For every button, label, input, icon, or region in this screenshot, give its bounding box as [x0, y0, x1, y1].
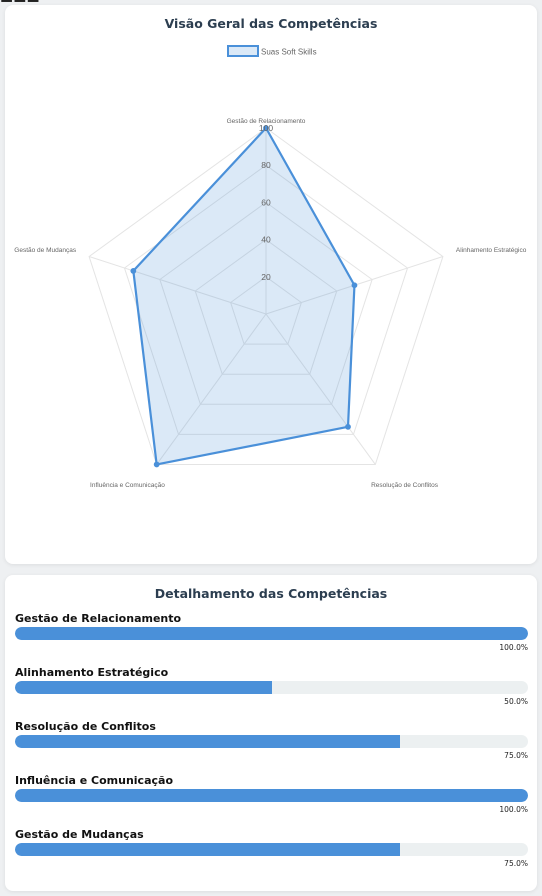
grid-ring — [123, 164, 409, 435]
skill-name: Influência e Comunicação — [15, 774, 174, 787]
skill-percent: 50.0% — [504, 697, 528, 706]
data-point — [351, 282, 358, 289]
legend-label: Suas Soft Skills — [261, 48, 317, 57]
grid-ring — [88, 127, 444, 465]
grid-ring — [230, 276, 302, 345]
axis-label: Influência e Comunicação — [90, 482, 165, 489]
skill-bar-item: Alinhamento Estratégico 50.0% — [15, 665, 528, 706]
progress-track — [15, 789, 528, 802]
progress-track — [15, 627, 528, 640]
grid-spoke — [265, 313, 376, 465]
axis-label: Gestão de Relacionamento — [227, 118, 306, 125]
skill-name: Resolução de Conflitos — [15, 720, 156, 733]
axis-label: Resolução de Conflitos — [371, 482, 439, 489]
skill-bar-item: Gestão de Relacionamento 100.0% — [15, 611, 528, 652]
data-point — [345, 423, 351, 430]
grid-spoke — [156, 313, 267, 465]
data-point — [153, 461, 160, 468]
skill-name: Gestão de Relacionamento — [15, 612, 182, 625]
progress-fill — [15, 627, 528, 640]
progress-track — [15, 735, 528, 748]
axis-label: Alinhamento Estratégico — [456, 247, 527, 254]
progress-fill — [15, 735, 400, 748]
skill-bar-item: Gestão de Mudanças 75.0% — [15, 827, 528, 868]
series-area — [132, 126, 356, 466]
progress-fill — [15, 681, 272, 694]
grid-spoke — [88, 256, 267, 315]
progress-fill — [15, 789, 528, 802]
radar-card-title: Visão Geral das Competências — [164, 16, 378, 31]
detail-card-title: Detalhamento das Competências — [154, 586, 388, 601]
axis-label: Gestão de Mudanças — [14, 247, 77, 254]
skill-bar-item: Influência e Comunicação 100.0% — [15, 773, 528, 814]
skill-name: Alinhamento Estratégico — [15, 666, 169, 679]
skill-percent: 75.0% — [504, 859, 528, 868]
tick-label: 60 — [261, 197, 271, 207]
skill-percent: 75.0% — [504, 751, 528, 760]
legend-swatch — [227, 45, 259, 57]
skill-bar-item: Resolução de Conflitos 75.0% — [15, 719, 528, 760]
skill-percent: 100.0% — [499, 643, 528, 652]
radar-card: Visão Geral das Competências Suas Soft S… — [5, 5, 537, 564]
data-point — [263, 125, 269, 131]
tick-label: 80 — [261, 160, 271, 170]
progress-track — [15, 681, 528, 694]
tick-label: 20 — [261, 272, 271, 282]
grid-ring — [159, 201, 373, 405]
data-point — [130, 267, 137, 274]
tick-label: 100 — [259, 123, 273, 133]
clipped-heading: ▬▬▬ — [0, 0, 40, 7]
tick-label: 40 — [261, 235, 271, 245]
skill-percent: 100.0% — [499, 805, 528, 814]
grid-ring — [194, 238, 338, 375]
detail-card: Detalhamento das Competências Gestão de … — [5, 575, 537, 891]
skill-name: Gestão de Mudanças — [15, 828, 144, 841]
progress-fill — [15, 843, 400, 856]
progress-track — [15, 843, 528, 856]
